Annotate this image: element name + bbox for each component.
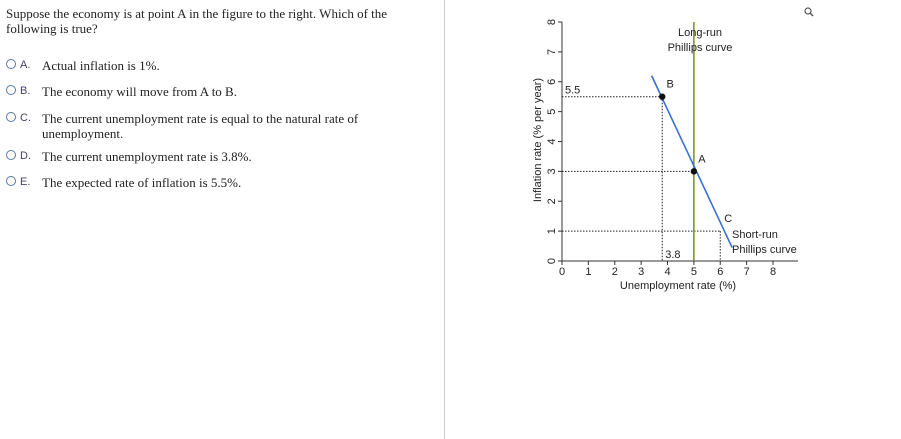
x-tick-label: 6	[717, 266, 723, 278]
y-axis-label: Inflation rate (% per year)	[532, 78, 544, 202]
option-text: The current unemployment rate is equal t…	[42, 111, 359, 141]
y-value-label: 5.5	[565, 85, 580, 97]
y-tick-label: 8	[546, 19, 558, 25]
x-tick-label: 8	[770, 266, 776, 278]
option-text: The current unemployment rate is 3.8%.	[42, 149, 252, 164]
option-letter: E.	[20, 176, 31, 188]
x-tick-label: 5	[691, 266, 697, 278]
option-text: Actual inflation is 1%.	[42, 58, 160, 73]
series-label: Phillips curve	[732, 244, 797, 256]
series-label: Short-run	[732, 229, 778, 241]
option-text: The economy will move from A to B.	[42, 84, 237, 99]
y-tick-label: 6	[546, 79, 558, 85]
x-value-label: 3.8	[665, 249, 680, 261]
radio[interactable]	[6, 176, 16, 186]
series-label: Long-run	[678, 27, 722, 39]
radio[interactable]	[6, 112, 16, 122]
x-tick-label: 3	[638, 266, 644, 278]
y-tick-label: 3	[546, 168, 558, 174]
option-letter: C.	[20, 112, 31, 124]
option-letter: D.	[20, 150, 31, 162]
series-line	[650, 75, 733, 248]
y-tick-label: 1	[546, 228, 558, 234]
y-tick-label: 0	[546, 258, 558, 264]
radio[interactable]	[6, 59, 16, 69]
zoom-icon[interactable]	[804, 7, 814, 17]
x-tick-label: 4	[664, 266, 670, 278]
x-tick-label: 7	[744, 266, 750, 278]
option-letter: A.	[20, 59, 31, 71]
chart: 0 1 2 3 4 5 6 7 8 0 1 2 3 4 5 6 7 8 Unemployment rate (%) I…	[532, 7, 814, 292]
question-panel: Suppose the economy is at point A in the…	[0, 0, 445, 439]
radio[interactable]	[6, 150, 16, 160]
x-tick-label: 0	[559, 266, 565, 278]
x-axis-label: Unemployment rate (%)	[620, 280, 736, 292]
point-label: A	[698, 153, 706, 165]
point-label: B	[667, 79, 674, 91]
point-label: C	[724, 213, 732, 225]
point	[690, 168, 698, 175]
x-tick-label: 2	[612, 266, 618, 278]
y-tick-label: 5	[546, 109, 558, 115]
option-letter: B.	[20, 85, 31, 97]
option-text: The expected rate of inflation is 5.5%.	[42, 175, 242, 190]
y-tick-label: 2	[546, 198, 558, 204]
question: Suppose the economy is at point A in the…	[6, 6, 388, 36]
y-tick-label: 7	[546, 49, 558, 55]
x-tick-label: 1	[585, 266, 591, 278]
radio[interactable]	[6, 85, 16, 95]
point	[659, 93, 666, 100]
y-tick-label: 4	[546, 138, 558, 144]
series-label: Phillips curve	[668, 42, 733, 54]
